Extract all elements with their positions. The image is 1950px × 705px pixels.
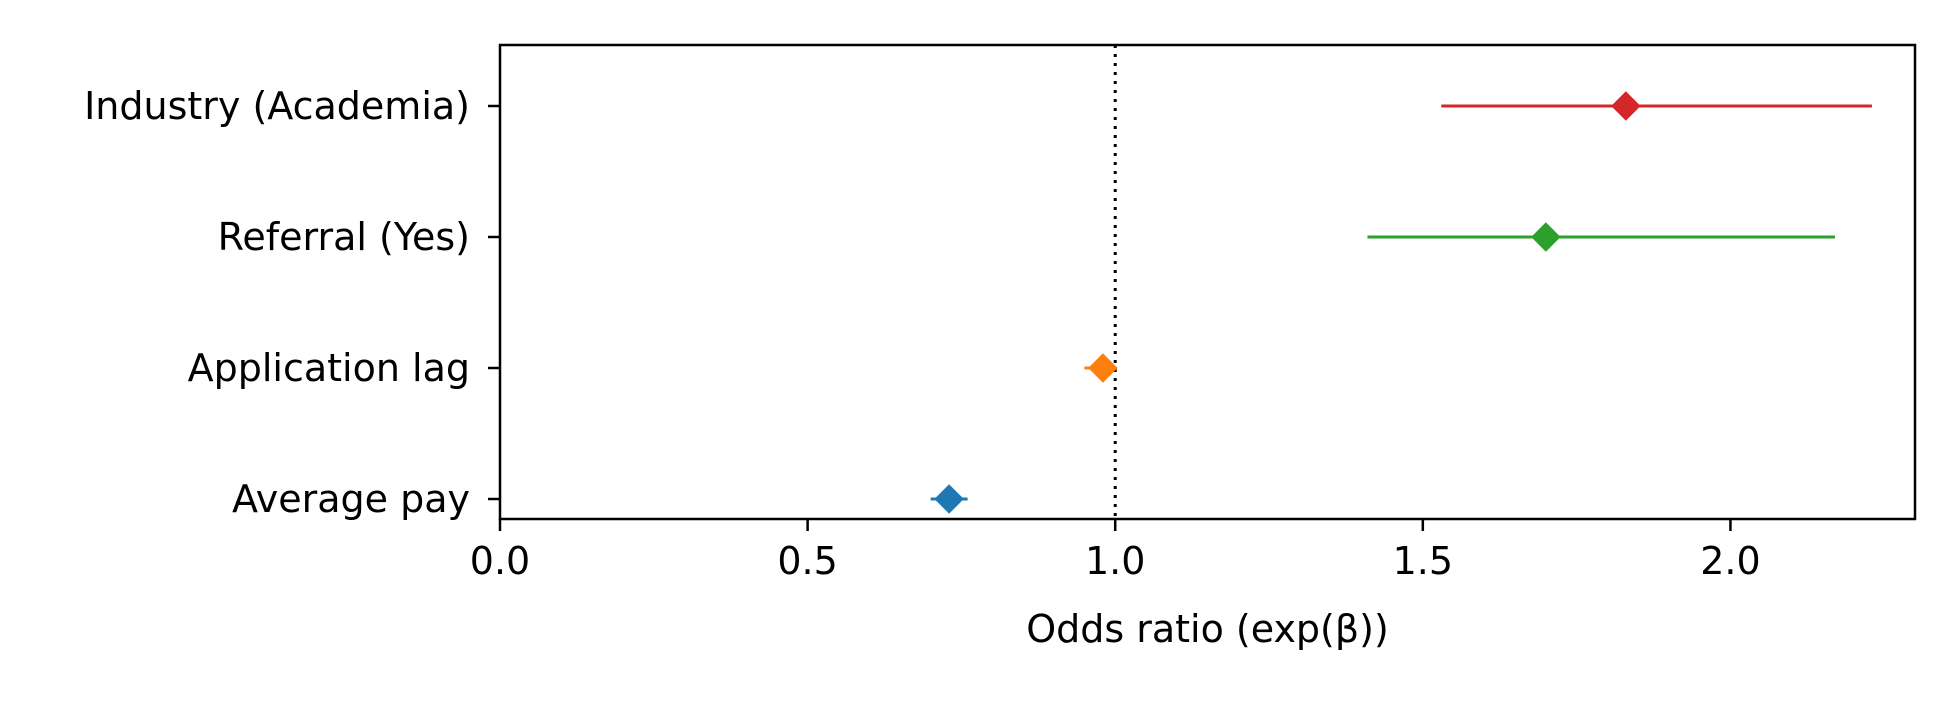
point-estimate-marker <box>1088 353 1118 383</box>
y-tick-label: Industry (Academia) <box>84 84 470 128</box>
x-tick-label: 0.0 <box>470 539 530 583</box>
point-estimate-marker <box>1531 222 1561 252</box>
y-tick-label: Application lag <box>188 346 470 390</box>
x-tick-label: 1.0 <box>1085 539 1145 583</box>
point-estimate-marker <box>1611 91 1641 121</box>
y-tick-label: Average pay <box>232 477 470 521</box>
x-tick-label: 0.5 <box>777 539 837 583</box>
x-tick-label: 1.5 <box>1393 539 1453 583</box>
x-axis-title: Odds ratio (exp(β)) <box>1026 607 1389 651</box>
point-estimate-marker <box>934 484 964 514</box>
x-tick-label: 2.0 <box>1700 539 1760 583</box>
y-tick-label: Referral (Yes) <box>218 215 470 259</box>
plot-frame <box>498 43 1917 521</box>
plot-area: 0.0 0.5 1.0 1.5 2.0 Industry (Academia) Referr… <box>84 43 1917 583</box>
